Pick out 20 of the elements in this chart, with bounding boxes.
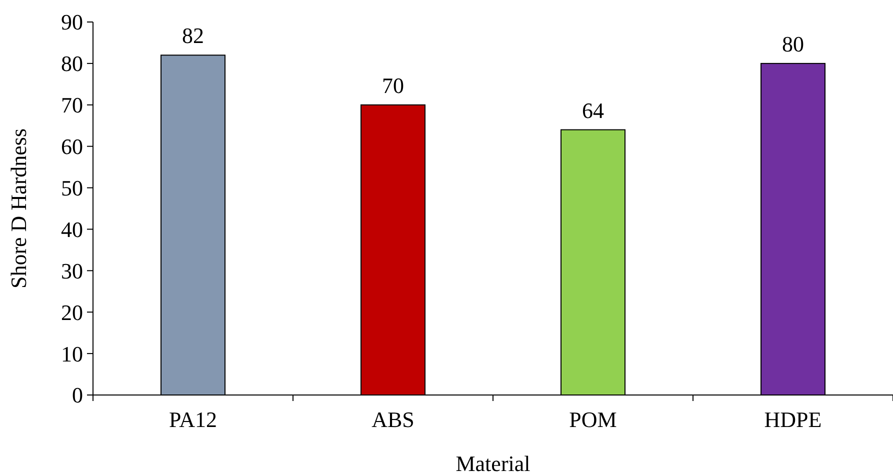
y-axis-title: Shore D Hardness: [6, 128, 31, 289]
y-tick-label: 40: [61, 216, 83, 242]
y-tick-label: 80: [61, 51, 83, 76]
data-label: 64: [582, 98, 604, 123]
x-axis-title: Material: [456, 451, 530, 475]
y-tick-label: 0: [72, 382, 83, 408]
data-label: 70: [382, 72, 404, 98]
data-label: 80: [782, 31, 804, 56]
y-tick-label: 90: [61, 10, 83, 35]
x-tick-label: POM: [569, 407, 617, 432]
y-tick-label: 10: [61, 341, 83, 366]
y-tick-label: 20: [61, 300, 83, 325]
y-tick-label: 70: [61, 92, 83, 118]
y-tick-label: 30: [61, 258, 83, 284]
data-label: 82: [182, 23, 204, 48]
x-tick-label: PA12: [168, 407, 218, 432]
y-tick-label: 50: [61, 175, 83, 200]
y-tick-label: 60: [61, 134, 83, 160]
x-tick-label: HDPE: [764, 407, 822, 432]
x-tick-label: ABS: [372, 407, 414, 432]
